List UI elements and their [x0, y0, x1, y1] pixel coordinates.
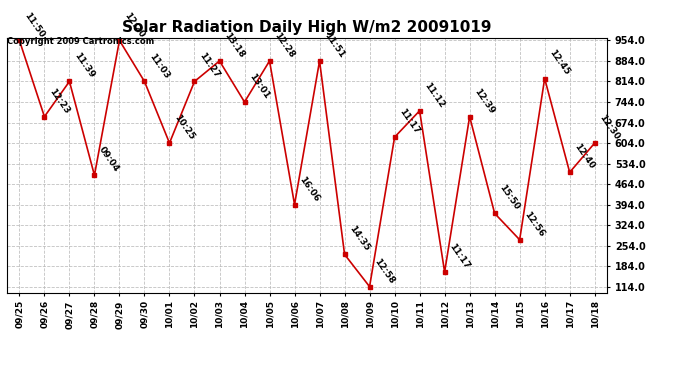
- Text: 11:17: 11:17: [397, 107, 421, 136]
- Text: 12:58: 12:58: [373, 256, 396, 285]
- Text: 12:45: 12:45: [547, 48, 571, 77]
- Text: 16:06: 16:06: [297, 175, 321, 203]
- Text: 11:27: 11:27: [197, 51, 221, 80]
- Text: 11:51: 11:51: [322, 31, 346, 60]
- Text: 11:17: 11:17: [447, 242, 471, 271]
- Text: 10:25: 10:25: [172, 113, 196, 142]
- Title: Solar Radiation Daily High W/m2 20091019: Solar Radiation Daily High W/m2 20091019: [122, 20, 492, 35]
- Text: 11:50: 11:50: [22, 10, 46, 39]
- Text: 12:40: 12:40: [573, 142, 596, 171]
- Text: 15:50: 15:50: [497, 183, 521, 212]
- Text: 12:28: 12:28: [273, 31, 296, 60]
- Text: 14:35: 14:35: [347, 224, 371, 253]
- Text: 11:03: 11:03: [147, 52, 171, 80]
- Text: 11:39: 11:39: [72, 51, 96, 80]
- Text: 12:20: 12:20: [122, 10, 146, 39]
- Text: 12:30: 12:30: [598, 113, 621, 142]
- Text: 12:56: 12:56: [522, 210, 546, 238]
- Text: 11:12: 11:12: [422, 81, 446, 110]
- Text: 09:04: 09:04: [97, 145, 121, 174]
- Text: Copyright 2009 Cartronics.com: Copyright 2009 Cartronics.com: [7, 38, 154, 46]
- Text: 13:01: 13:01: [247, 72, 271, 100]
- Text: 12:39: 12:39: [473, 87, 496, 115]
- Text: 12:23: 12:23: [47, 87, 71, 115]
- Text: 13:18: 13:18: [222, 31, 246, 60]
